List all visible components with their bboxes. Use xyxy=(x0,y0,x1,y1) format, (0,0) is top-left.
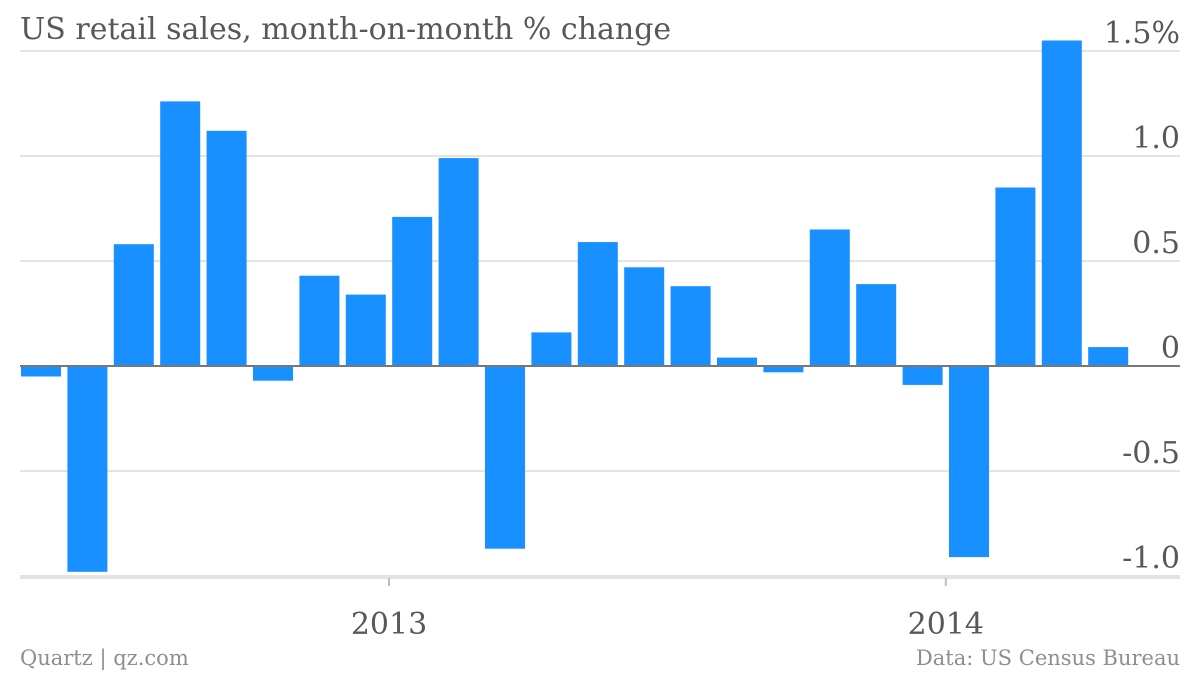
bar-2013-03 xyxy=(485,366,525,549)
bar-2012-10 xyxy=(253,366,293,381)
bar-2012-08 xyxy=(160,101,201,367)
y-tick-label: -1.0 xyxy=(1122,541,1180,576)
bar-2013-08 xyxy=(717,357,757,366)
bar-2012-05 xyxy=(21,366,61,377)
bar-2013-10 xyxy=(809,229,850,366)
bar-2012-11 xyxy=(299,275,340,366)
chart-title: US retail sales, month-on-month % change xyxy=(20,12,672,47)
bars xyxy=(21,40,1129,572)
bar-2013-06 xyxy=(624,267,665,366)
bar-2012-12 xyxy=(345,294,386,366)
bar-2014-02 xyxy=(995,187,1036,366)
bar-2013-01 xyxy=(392,216,433,366)
bar-2012-07 xyxy=(113,244,154,366)
x-axis-ticks: 2013 2014 xyxy=(20,577,1180,642)
y-tick-label: -0.5 xyxy=(1122,436,1180,471)
y-tick-label: 0.5 xyxy=(1132,226,1180,261)
x-tick-label: 2013 xyxy=(351,607,427,642)
bar-2014-04 xyxy=(1088,347,1129,366)
bar-2013-05 xyxy=(577,242,618,366)
bar-2012-09 xyxy=(206,130,247,366)
y-tick-label: 1.5% xyxy=(1104,16,1180,51)
x-tick-label: 2014 xyxy=(908,607,984,642)
bar-2013-12 xyxy=(902,366,943,385)
bar-2013-11 xyxy=(856,284,897,366)
source-credit: Quartz | qz.com xyxy=(20,646,189,670)
y-tick-label: 0 xyxy=(1161,331,1180,366)
bar-2013-04 xyxy=(531,332,572,366)
bar-2013-09 xyxy=(763,366,804,373)
y-tick-label: 1.0 xyxy=(1132,121,1180,156)
data-source: Data: US Census Bureau xyxy=(915,646,1180,670)
bar-2014-01 xyxy=(949,366,989,558)
y-axis-ticks: 1.5% 1.0 0.5 0 -0.5 -1.0 xyxy=(1104,16,1180,576)
bar-2012-06 xyxy=(67,366,108,572)
bar-2013-07 xyxy=(670,286,711,366)
bar-2013-02 xyxy=(438,158,479,366)
bar-2014-03 xyxy=(1041,40,1082,366)
